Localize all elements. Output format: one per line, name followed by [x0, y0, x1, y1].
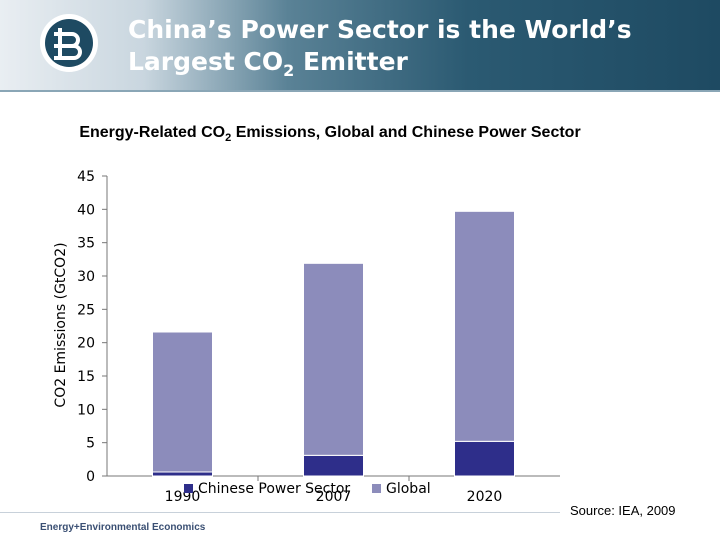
header-divider — [0, 90, 720, 92]
bar-global-2020 — [454, 210, 515, 442]
source-note: Source: IEA, 2009 — [570, 503, 676, 518]
footer-company-name: Energy+Environmental Economics — [40, 522, 206, 533]
y-tick-label: 5 — [86, 436, 95, 452]
y-tick-label: 40 — [77, 202, 95, 218]
footer-divider — [0, 512, 560, 513]
legend-swatch — [372, 484, 381, 493]
bar-china-power-2020 — [454, 440, 515, 477]
y-tick-label: 15 — [77, 369, 95, 385]
legend-entry: Chinese Power Sector — [198, 481, 350, 497]
chart-title: Energy-Related CO2 Emissions, Global and… — [79, 124, 581, 145]
y-tick-label: 35 — [77, 236, 95, 252]
bar-global-2007 — [303, 262, 364, 456]
bar-global-1990 — [152, 331, 213, 473]
y-tick-label: 30 — [77, 269, 95, 285]
y-tick-label: 25 — [77, 302, 95, 318]
page-title: China’s Power Sector is the World’s Larg… — [128, 14, 632, 87]
y-tick-label: 10 — [77, 402, 95, 418]
title-line-1: China’s Power Sector is the World’s — [128, 15, 632, 44]
header-banner — [0, 0, 720, 90]
legend-entry: Global — [386, 481, 431, 497]
company-logo-icon — [40, 14, 98, 72]
x-tick-label: 2007 — [316, 489, 352, 505]
bar-china-power-1990 — [152, 471, 213, 477]
x-tick-label: 1990 — [165, 489, 201, 505]
title-line-2: Largest CO2 Emitter — [128, 47, 408, 80]
y-tick-label: 45 — [77, 169, 95, 185]
y-tick-label: 0 — [86, 469, 95, 485]
bar-china-power-2007 — [303, 454, 364, 477]
x-tick-label: 2020 — [467, 489, 503, 505]
legend-swatch — [184, 484, 193, 493]
y-tick-label: 20 — [77, 336, 95, 352]
